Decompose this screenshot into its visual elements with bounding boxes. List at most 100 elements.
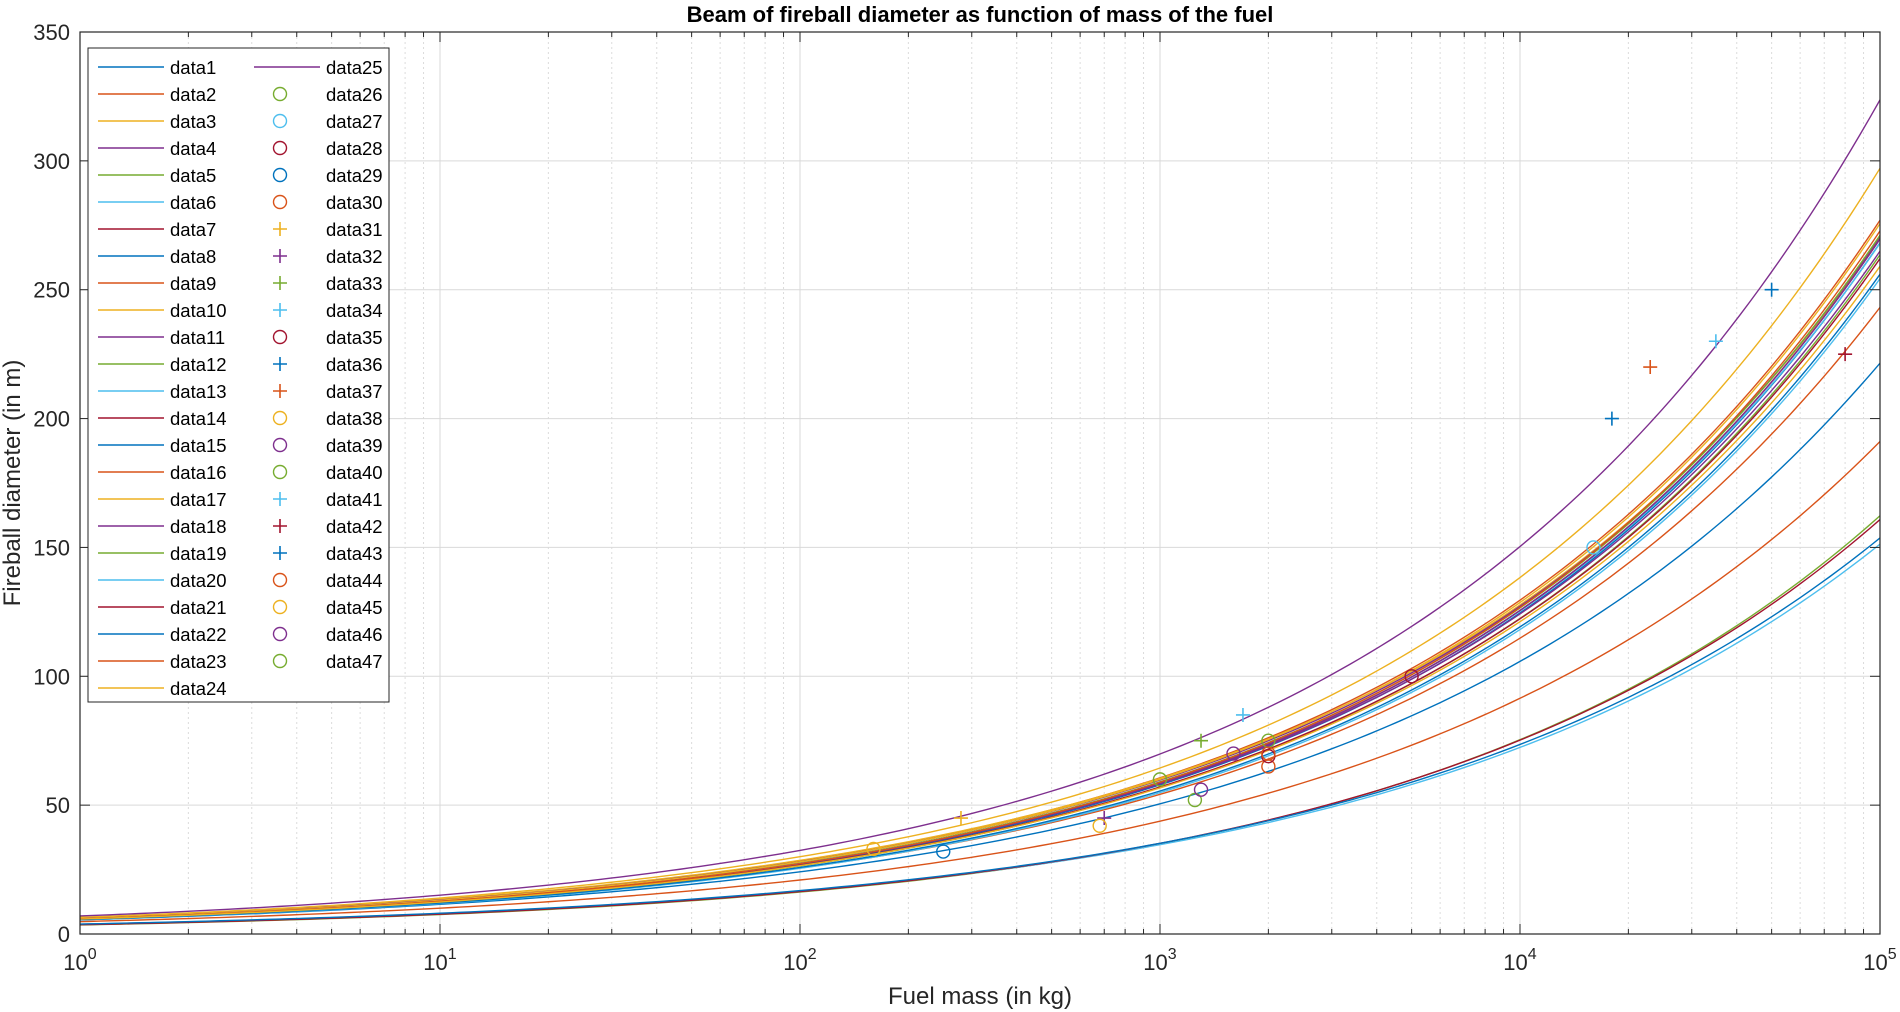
legend-label-data16: data16 [170, 462, 227, 483]
legend-label-data21: data21 [170, 597, 227, 618]
series-line-data15 [79, 537, 1881, 925]
legend-label-data5: data5 [170, 165, 216, 186]
y-tick-label: 300 [33, 149, 70, 174]
marker-data36 [1604, 411, 1619, 426]
marker-data44 [1261, 746, 1276, 761]
legend-label-data41: data41 [326, 489, 383, 510]
legend-swatch-data32 [273, 249, 287, 263]
series-lines [79, 99, 1881, 926]
legend-label-data37: data37 [326, 381, 383, 402]
legend-label-data19: data19 [170, 543, 227, 564]
marker-data29 [936, 844, 951, 859]
x-tick-label: 101 [423, 946, 456, 975]
x-tick-label: 100 [63, 946, 96, 975]
legend-label-data35: data35 [326, 327, 383, 348]
legend-swatch-data30 [272, 194, 288, 210]
series-line-data3 [79, 238, 1881, 919]
marker-data39 [1226, 746, 1241, 761]
legend-label-data34: data34 [326, 300, 383, 321]
legend-label-data32: data32 [326, 246, 383, 267]
legend-label-data47: data47 [326, 651, 383, 672]
plot-frame [79, 31, 1881, 935]
legend-label-data11: data11 [170, 327, 225, 348]
marker-data28 [1404, 669, 1419, 684]
legend-swatch-data29 [272, 167, 288, 183]
legend-label-data13: data13 [170, 381, 227, 402]
series-line-data14 [79, 519, 1881, 926]
legend-label-data38: data38 [326, 408, 383, 429]
series-markers [866, 282, 1853, 859]
legend-entries: data1 data2 data3 data4 data5 data6 data7 data8… [98, 57, 383, 699]
chart-title: Beam of fireball diameter as function of… [687, 2, 1274, 27]
marker-data46 [1193, 782, 1209, 797]
legend-swatch-data37 [273, 384, 287, 398]
legend-swatch-data42 [273, 519, 287, 533]
marker-data42 [1838, 347, 1853, 362]
y-tick-label: 0 [58, 922, 70, 947]
marker-data32 [1097, 811, 1112, 826]
legend-label-data14: data14 [170, 408, 227, 429]
y-tick-label: 50 [46, 793, 70, 818]
legend-label-data3: data3 [170, 111, 216, 132]
y-tick-label: 200 [33, 407, 70, 432]
x-tick-label: 103 [1143, 946, 1176, 975]
marker-data47 [1152, 772, 1168, 787]
legend-label-data17: data17 [170, 489, 227, 510]
legend-swatch-data45 [272, 599, 288, 615]
legend-swatch-data40 [272, 464, 288, 480]
legend-label-data36: data36 [326, 354, 383, 375]
marker-data33 [1194, 733, 1209, 748]
legend-label-data46: data46 [326, 624, 383, 645]
legend-label-data4: data4 [170, 138, 216, 159]
marker-data41 [1235, 707, 1250, 722]
x-tick-label: 102 [783, 946, 816, 975]
x-tick-label: 104 [1503, 946, 1536, 975]
y-axis-label: Fireball diameter (in m) [0, 360, 26, 607]
y-tick-label: 250 [33, 278, 70, 303]
legend-box [87, 47, 390, 703]
legend-label-data40: data40 [326, 462, 383, 483]
legend-label-data28: data28 [326, 138, 383, 159]
legend-swatch-data47 [272, 653, 288, 669]
marker-data43 [1764, 282, 1779, 297]
legend-label-data18: data18 [170, 516, 227, 537]
legend-swatch-data26 [272, 86, 288, 102]
legend-swatch-data41 [273, 492, 287, 506]
legend-label-data7: data7 [170, 219, 216, 240]
y-tick-label: 100 [33, 664, 70, 689]
legend-label-data15: data15 [170, 435, 227, 456]
x-tick-label: 105 [1863, 946, 1896, 975]
series-line-data22 [79, 273, 1881, 921]
marker-data37 [1643, 360, 1658, 375]
legend-label-data42: data42 [326, 516, 383, 537]
legend-label-data6: data6 [170, 192, 216, 213]
series-line-data24 [79, 265, 1881, 920]
legend-label-data20: data20 [170, 570, 227, 591]
series-line-data9 [79, 441, 1881, 923]
y-tick-label: 350 [33, 20, 70, 45]
legend-label-data12: data12 [170, 354, 227, 375]
legend-label-data26: data26 [326, 84, 383, 105]
legend-label-data25: data25 [326, 57, 383, 78]
marker-data26 [1187, 792, 1203, 808]
marker-data27 [1586, 540, 1601, 555]
legend-label-data31: data31 [326, 219, 383, 240]
legend-swatch-data27 [272, 113, 288, 129]
marker-data31 [953, 811, 968, 826]
marker-data45 [866, 841, 881, 857]
series-line-data10 [79, 167, 1881, 918]
legend-swatch-data33 [273, 276, 287, 290]
series-line-data17 [79, 223, 1881, 919]
x-tick-labels: 100 101 102 103 104 105 [63, 946, 1896, 975]
legend-label-data30: data30 [326, 192, 383, 213]
marker-data38 [1092, 818, 1107, 833]
y-tick-label: 150 [33, 535, 70, 560]
marker-data34 [1708, 334, 1723, 349]
legend-label-data39: data39 [326, 435, 383, 456]
legend-swatch-data39 [272, 437, 288, 453]
legend-swatch-data28 [272, 140, 288, 156]
legend-swatch-data31 [273, 222, 287, 236]
legend-label-data2: data2 [170, 84, 216, 105]
legend-label-data27: data27 [326, 111, 383, 132]
